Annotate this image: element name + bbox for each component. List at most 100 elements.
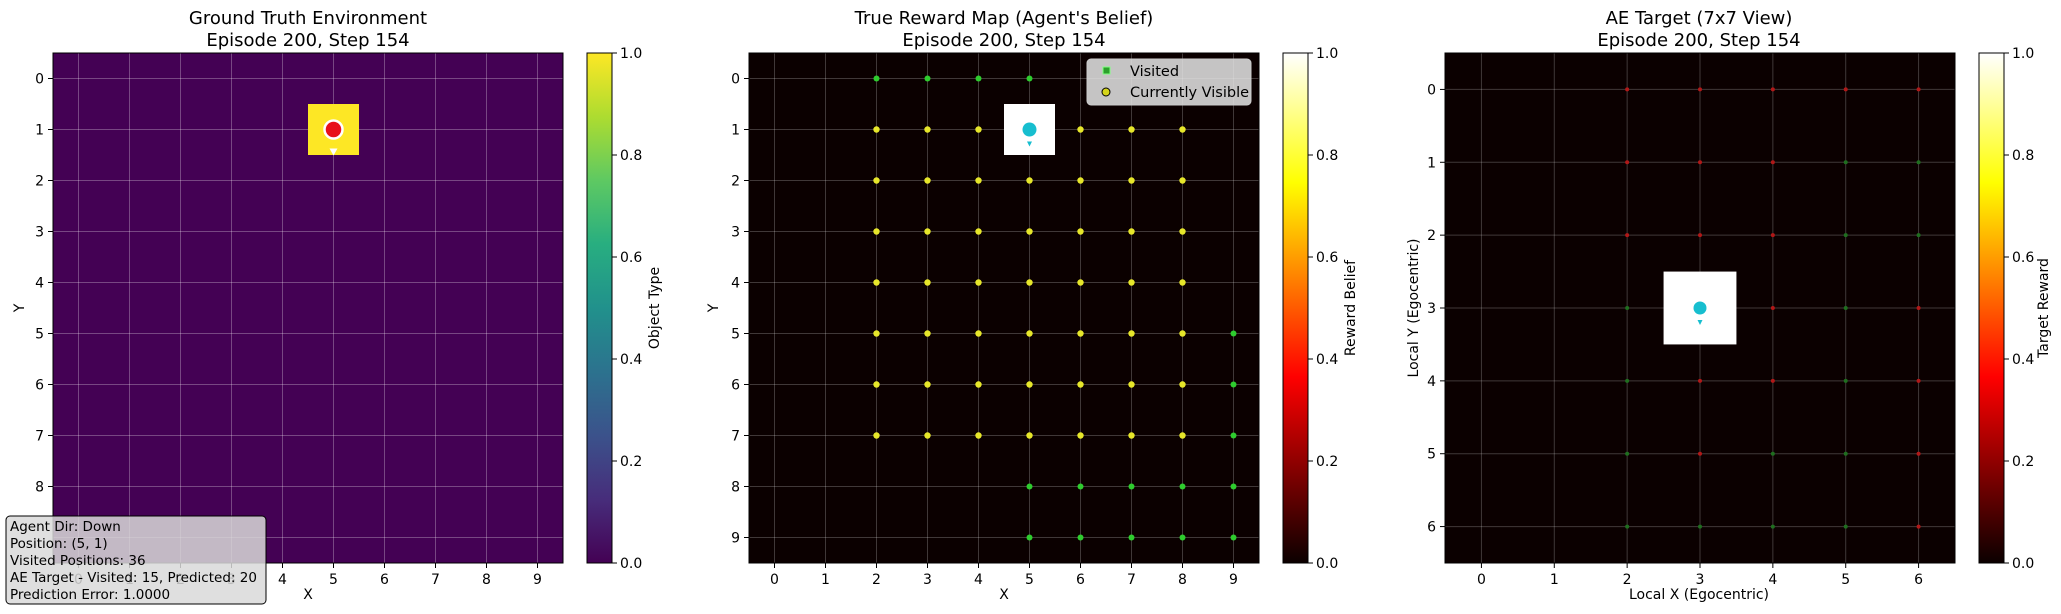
panel1-grid	[53, 53, 563, 563]
visited-point	[1230, 381, 1237, 388]
x-tick-label: 1	[821, 572, 830, 588]
agent-direction-arrow	[329, 148, 338, 156]
visible-point	[924, 330, 931, 337]
target-green-point	[1843, 378, 1848, 383]
info-line-visited-positions: Visited Positions: 36	[10, 553, 146, 569]
target-red-point	[1843, 87, 1848, 92]
visited-point	[873, 75, 880, 82]
visible-point	[873, 228, 880, 235]
x-tick-label: 0	[770, 572, 779, 588]
x-tick-label: 7	[1127, 572, 1136, 588]
colorbar-tick-label: 0.4	[620, 352, 642, 368]
target-red-point	[1698, 233, 1702, 238]
target-red-point	[1916, 524, 1921, 529]
visible-point	[924, 228, 931, 235]
y-tick-label: 7	[731, 429, 740, 445]
panel1-colorbar-label: Object Type	[647, 267, 663, 349]
x-tick-label: 9	[533, 572, 542, 588]
y-tick-label: 5	[731, 327, 740, 343]
legend-visible-marker	[1101, 87, 1111, 97]
visible-point	[924, 432, 931, 439]
panel3-y-ticks: 0 1 2 3 4 5 6	[1427, 82, 1445, 536]
visible-point	[975, 381, 982, 388]
colorbar-tick-label: 0.8	[1316, 148, 1338, 164]
panel3-subtitle: Episode 200, Step 154	[1597, 30, 1800, 51]
target-red-point	[1770, 160, 1775, 165]
agent-dot	[1022, 122, 1037, 137]
panel2-agent-marker	[1022, 122, 1037, 147]
y-tick-label: 8	[731, 480, 740, 496]
x-tick-label: 2	[872, 572, 881, 588]
y-tick-label: 3	[731, 225, 740, 241]
target-green-point	[1625, 378, 1630, 383]
target-green-point	[1916, 233, 1921, 238]
target-green-point	[1843, 306, 1848, 310]
info-line-agent-dir: Agent Dir: Down	[10, 519, 121, 535]
target-red-point	[1770, 306, 1775, 310]
visited-point	[1077, 483, 1084, 490]
panel2-colorbar	[1282, 52, 1309, 564]
x-tick-label: 6	[1914, 572, 1923, 588]
target-red-point	[1625, 233, 1630, 238]
panel1-y-ticks: 0 1 2 3 4 5 6 7 8	[35, 72, 53, 496]
visited-point	[1230, 534, 1237, 541]
panel2-colorbar-ticks: 0.0 0.2 0.4 0.6 0.8 1.0	[1308, 46, 1338, 572]
target-green-point	[1843, 524, 1848, 529]
x-tick-label: 5	[1841, 572, 1850, 588]
colorbar-tick-label: 0.2	[2012, 454, 2034, 470]
panel1-xlabel: X	[303, 587, 313, 603]
target-green-point	[1625, 306, 1630, 310]
visible-point	[1179, 279, 1186, 286]
x-tick-label: 5	[329, 572, 338, 588]
colorbar-tick-label: 0.4	[1316, 352, 1338, 368]
y-tick-label: 6	[731, 378, 740, 394]
target-green-point	[1843, 451, 1848, 456]
visited-point	[1179, 534, 1186, 541]
visited-point	[1179, 483, 1186, 490]
target-red-point	[1698, 378, 1702, 383]
target-red-point	[1698, 451, 1702, 456]
agent-direction-arrow	[1697, 320, 1703, 325]
panel2-colorbar-label: Reward Belief	[1343, 259, 1359, 356]
target-red-point	[1698, 87, 1702, 92]
visible-point	[1179, 126, 1186, 133]
y-tick-label: 0	[35, 72, 44, 88]
panel3-x-ticks: 0 1 2 3 4 5 6	[1477, 563, 1923, 588]
y-tick-label: 4	[35, 276, 44, 292]
target-red-point	[1916, 378, 1921, 383]
visited-point	[1230, 432, 1237, 439]
visible-point	[975, 228, 982, 235]
panel2-x-ticks: 0 1 2 3 4 5 6 7 8 9	[770, 563, 1238, 588]
target-green-point	[1625, 524, 1630, 529]
y-tick-label: 6	[1427, 520, 1436, 536]
legend-visited-marker	[1102, 66, 1111, 75]
visible-point	[873, 177, 880, 184]
y-tick-label: 9	[731, 531, 740, 547]
x-tick-label: 0	[1477, 572, 1486, 588]
y-tick-label: 2	[1427, 228, 1436, 244]
panel3-colorbar-ticks: 0.0 0.2 0.4 0.6 0.8 1.0	[2004, 46, 2034, 572]
visible-point	[1128, 279, 1135, 286]
visible-point	[975, 126, 982, 133]
x-tick-label: 5	[1025, 572, 1034, 588]
visible-point	[1077, 330, 1084, 337]
y-tick-label: 6	[35, 378, 44, 394]
y-tick-label: 4	[1427, 374, 1436, 390]
y-tick-label: 5	[35, 327, 44, 343]
target-red-point	[1770, 378, 1775, 383]
panel1-agent-marker	[323, 119, 344, 156]
visible-point	[975, 279, 982, 286]
panel-ground-truth: Ground Truth Environment Episode 200, St…	[5, 8, 663, 605]
x-tick-label: 3	[1696, 572, 1705, 588]
x-tick-label: 6	[1076, 572, 1085, 588]
target-green-point	[1843, 160, 1848, 165]
visited-point	[924, 75, 931, 82]
y-tick-label: 3	[1427, 301, 1436, 317]
y-tick-label: 2	[35, 174, 44, 190]
colorbar-tick-label: 0.0	[620, 556, 642, 572]
target-red-point	[1625, 160, 1630, 165]
target-red-point	[1916, 87, 1921, 92]
visible-point	[873, 126, 880, 133]
panel3-title: AE Target (7x7 View)	[1606, 8, 1793, 29]
visible-point	[1128, 330, 1135, 337]
